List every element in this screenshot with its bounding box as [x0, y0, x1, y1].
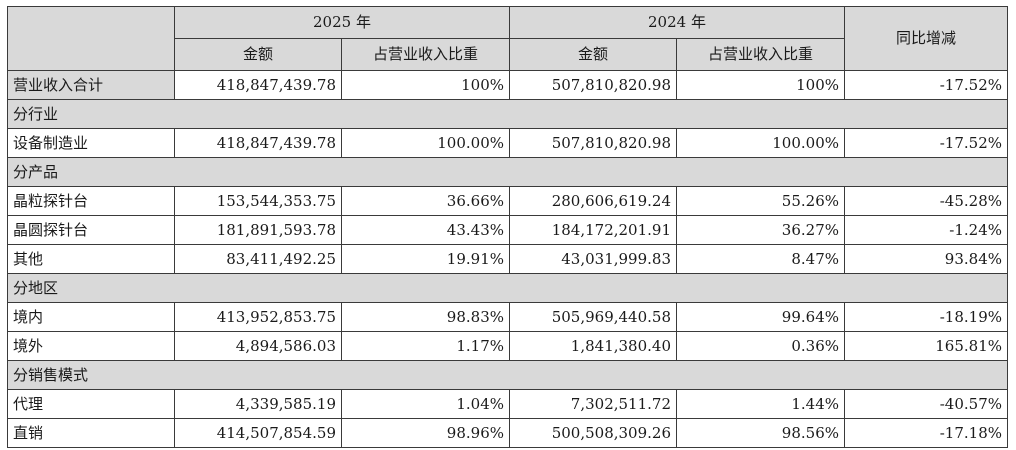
row-label: 代理 [7, 389, 175, 419]
amount-2024: 184,172,201.91 [509, 215, 677, 245]
row-label: 晶粒探针台 [7, 186, 175, 216]
amount-2025: 4,894,586.03 [174, 331, 342, 361]
table-row: 境外 4,894,586.03 1.17% 1,841,380.40 0.36% 165.… [7, 331, 1008, 361]
section-header-row: 分地区 [7, 273, 1008, 303]
share-2025: 19.91% [341, 244, 510, 274]
row-label: 其他 [7, 244, 175, 274]
share-2025: 36.66% [341, 186, 510, 216]
share-2024: 99.64% [676, 302, 845, 332]
row-label: 营业收入合计 [7, 70, 175, 100]
share-2024: 8.47% [676, 244, 845, 274]
share-2025: 1.04% [341, 389, 510, 419]
amount-2025: 418,847,439.78 [174, 128, 342, 158]
header-year-2025: 2025 年 [174, 6, 510, 39]
header-amount-2025: 金额 [174, 38, 342, 71]
amount-2025: 4,339,585.19 [174, 389, 342, 419]
share-2025: 43.43% [341, 215, 510, 245]
share-2025: 100.00% [341, 128, 510, 158]
table-row: 直销 414,507,854.59 98.96% 500,508,309.26 98.5… [7, 418, 1008, 448]
row-label: 直销 [7, 418, 175, 448]
yoy-change: 165.81% [844, 331, 1008, 361]
amount-2024: 280,606,619.24 [509, 186, 677, 216]
header-share-2024: 占营业收入比重 [676, 38, 845, 71]
revenue-composition-table: 2025 年 2024 年 同比增减 金额 占营业收入比重 金额 占营业收入比重… [7, 6, 1008, 448]
section-header-row: 分行业 [7, 99, 1008, 129]
yoy-change: -18.19% [844, 302, 1008, 332]
amount-2024: 505,969,440.58 [509, 302, 677, 332]
share-2024: 98.56% [676, 418, 845, 448]
amount-2024: 500,508,309.26 [509, 418, 677, 448]
yoy-change: -45.28% [844, 186, 1008, 216]
amount-2024: 1,841,380.40 [509, 331, 677, 361]
section-title: 分销售模式 [7, 360, 1008, 390]
total-revenue-row: 营业收入合计 418,847,439.78 100% 507,810,820.9… [7, 70, 1008, 100]
amount-2024: 7,302,511.72 [509, 389, 677, 419]
amount-2025: 153,544,353.75 [174, 186, 342, 216]
section-header-row: 分产品 [7, 157, 1008, 187]
yoy-change: -17.18% [844, 418, 1008, 448]
amount-2024: 507,810,820.98 [509, 128, 677, 158]
yoy-change: -17.52% [844, 70, 1008, 100]
row-label: 晶圆探针台 [7, 215, 175, 245]
share-2025: 98.96% [341, 418, 510, 448]
amount-2025: 83,411,492.25 [174, 244, 342, 274]
header-row-years: 2025 年 2024 年 同比增减 [7, 6, 1008, 71]
table-row: 晶粒探针台 153,544,353.75 36.66% 280,606,619.24 5… [7, 186, 1008, 216]
header-yoy-change: 同比增减 [844, 6, 1008, 71]
amount-2025: 418,847,439.78 [174, 70, 342, 100]
share-2024: 36.27% [676, 215, 845, 245]
header-amount-2024: 金额 [509, 38, 677, 71]
share-2025: 100% [341, 70, 510, 100]
table-row: 境内 413,952,853.75 98.83% 505,969,440.58 99.6… [7, 302, 1008, 332]
section-header-row: 分销售模式 [7, 360, 1008, 390]
table-row: 晶圆探针台 181,891,593.78 43.43% 184,172,201.91 3… [7, 215, 1008, 245]
table-row: 代理 4,339,585.19 1.04% 7,302,511.72 1.44% -40.… [7, 389, 1008, 419]
yoy-change: -40.57% [844, 389, 1008, 419]
header-share-2025: 占营业收入比重 [341, 38, 510, 71]
amount-2024: 507,810,820.98 [509, 70, 677, 100]
yoy-change: -1.24% [844, 215, 1008, 245]
table-row: 其他 83,411,492.25 19.91% 43,031,999.83 8.47% 9… [7, 244, 1008, 274]
header-year-2024: 2024 年 [509, 6, 845, 39]
header-row-columns: 金额 占营业收入比重 金额 占营业收入比重 [8, 38, 1008, 71]
section-title: 分地区 [7, 273, 1008, 303]
share-2024: 55.26% [676, 186, 845, 216]
amount-2025: 414,507,854.59 [174, 418, 342, 448]
share-2024: 1.44% [676, 389, 845, 419]
share-2024: 0.36% [676, 331, 845, 361]
yoy-change: -17.52% [844, 128, 1008, 158]
header-corner-cell [7, 6, 175, 71]
amount-2025: 413,952,853.75 [174, 302, 342, 332]
row-label: 境内 [7, 302, 175, 332]
section-title: 分产品 [7, 157, 1008, 187]
row-label: 境外 [7, 331, 175, 361]
yoy-change: 93.84% [844, 244, 1008, 274]
share-2025: 98.83% [341, 302, 510, 332]
amount-2025: 181,891,593.78 [174, 215, 342, 245]
row-label: 设备制造业 [7, 128, 175, 158]
share-2024: 100% [676, 70, 845, 100]
table-row: 设备制造业 418,847,439.78 100.00% 507,810,820.98… [7, 128, 1008, 158]
share-2025: 1.17% [341, 331, 510, 361]
share-2024: 100.00% [676, 128, 845, 158]
amount-2024: 43,031,999.83 [509, 244, 677, 274]
section-title: 分行业 [7, 99, 1008, 129]
